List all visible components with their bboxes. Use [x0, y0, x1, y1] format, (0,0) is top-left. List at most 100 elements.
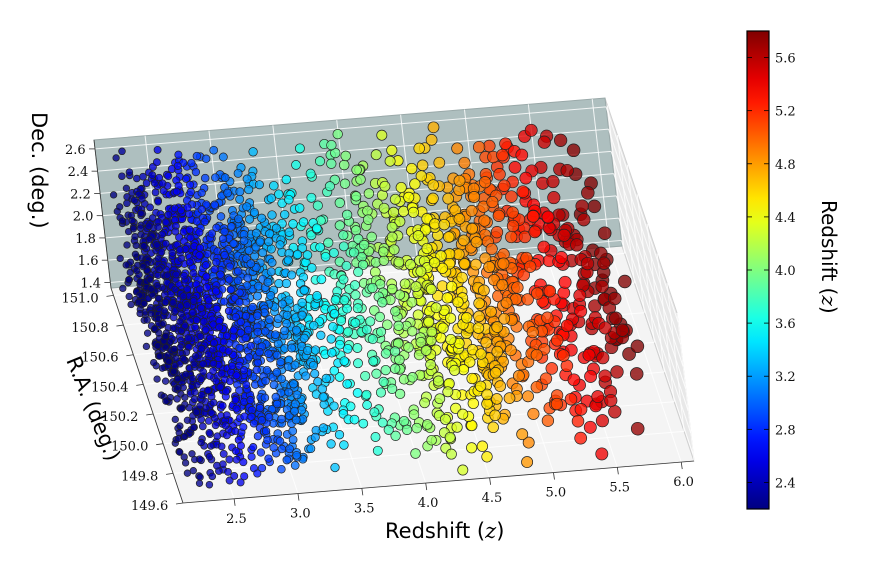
y-tick-mark [106, 295, 114, 297]
data-point [236, 328, 245, 337]
data-point [207, 442, 215, 450]
data-point [457, 234, 470, 247]
data-point [362, 205, 373, 217]
data-point [284, 227, 294, 237]
data-point [266, 291, 276, 300]
data-point [154, 342, 162, 350]
data-point [521, 293, 534, 306]
data-point [253, 358, 262, 367]
x-axis-label: Redshift (z) [385, 519, 504, 543]
axis-line [110, 287, 184, 504]
data-point [242, 202, 252, 212]
data-point [158, 364, 166, 372]
data-point [382, 319, 393, 330]
data-point [130, 196, 139, 205]
data-point [176, 422, 184, 430]
data-point [587, 199, 602, 214]
data-point [309, 320, 319, 331]
data-point [473, 310, 485, 323]
data-point [266, 193, 276, 203]
data-point [412, 309, 424, 321]
data-point [443, 231, 455, 243]
data-point [530, 348, 543, 362]
data-point [610, 365, 624, 379]
data-point [541, 210, 555, 224]
data-point [339, 356, 350, 366]
data-point [226, 285, 235, 294]
x-tick-mark [297, 493, 300, 501]
data-point [491, 393, 503, 405]
data-point [186, 317, 195, 325]
data-point [415, 265, 427, 277]
data-point [291, 415, 301, 425]
data-point [557, 286, 571, 300]
data-point [328, 321, 338, 332]
data-point [475, 348, 487, 360]
data-point [232, 404, 241, 413]
data-point [212, 223, 221, 232]
data-point [198, 422, 207, 431]
y-tick-label: 150.4 [91, 380, 128, 395]
data-point [183, 416, 192, 424]
data-point [191, 167, 201, 177]
data-point [221, 421, 230, 430]
data-point [315, 242, 325, 253]
data-point [335, 339, 345, 350]
data-point [408, 409, 420, 420]
data-point [531, 287, 544, 300]
data-point [224, 306, 233, 316]
data-point [338, 230, 349, 241]
data-point [164, 210, 173, 219]
data-point [284, 295, 294, 305]
data-point [326, 439, 336, 449]
data-point [136, 291, 144, 299]
data-point [419, 397, 430, 409]
data-point [318, 423, 328, 433]
data-point [595, 447, 609, 461]
data-point [574, 403, 588, 416]
data-point [537, 135, 551, 149]
data-point [211, 421, 220, 430]
data-point [560, 319, 574, 333]
data-point [445, 280, 458, 293]
data-point [242, 380, 251, 389]
data-point [496, 278, 509, 291]
data-point [222, 387, 231, 396]
data-point [476, 440, 489, 452]
data-point [218, 152, 228, 162]
data-point [629, 367, 644, 381]
data-point [269, 380, 279, 390]
data-point [207, 409, 216, 417]
data-point [272, 399, 282, 409]
data-point [173, 161, 182, 170]
colorbar-label: Redshift (z) [817, 200, 841, 314]
data-point [437, 322, 449, 334]
data-point [213, 461, 221, 470]
data-point [407, 206, 420, 218]
data-point [630, 421, 645, 436]
colorbar-tick-label: 4.8 [775, 158, 796, 173]
data-point [294, 203, 305, 213]
data-point [307, 263, 317, 273]
data-point [218, 401, 227, 410]
data-point [236, 478, 245, 487]
data-point [305, 168, 316, 179]
data-point [230, 471, 239, 480]
data-point [231, 396, 240, 405]
data-point [558, 275, 572, 289]
data-point [263, 277, 273, 287]
data-point [394, 388, 406, 400]
data-point [383, 424, 394, 435]
data-point [604, 393, 618, 408]
data-point [201, 261, 210, 270]
data-point [151, 188, 160, 197]
x-tick-label: 6.0 [673, 475, 694, 490]
data-point [200, 173, 210, 183]
data-point [133, 267, 141, 275]
data-point [618, 274, 632, 289]
data-point [511, 281, 524, 294]
data-point [192, 151, 202, 161]
data-point [225, 377, 234, 386]
data-point [433, 156, 446, 169]
y-tick-mark [175, 502, 184, 505]
